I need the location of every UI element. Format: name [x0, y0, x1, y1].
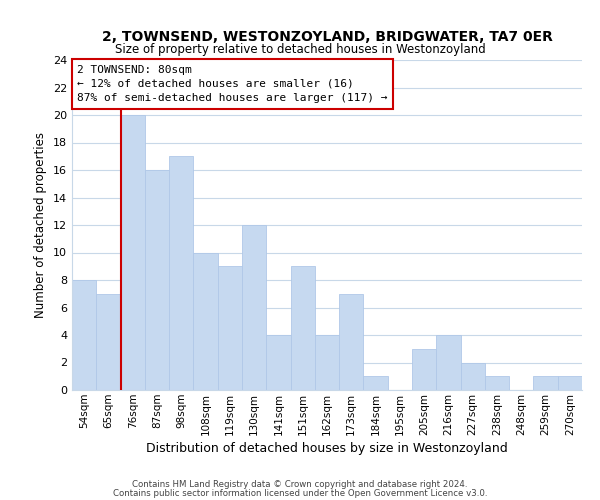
Bar: [266, 335, 290, 390]
Bar: [412, 349, 436, 390]
Bar: [533, 376, 558, 390]
Bar: [121, 115, 145, 390]
Bar: [315, 335, 339, 390]
Text: Size of property relative to detached houses in Westonzoyland: Size of property relative to detached ho…: [115, 42, 485, 56]
Bar: [290, 266, 315, 390]
Text: Contains HM Land Registry data © Crown copyright and database right 2024.: Contains HM Land Registry data © Crown c…: [132, 480, 468, 489]
Bar: [339, 294, 364, 390]
Bar: [461, 362, 485, 390]
Bar: [169, 156, 193, 390]
Text: Contains public sector information licensed under the Open Government Licence v3: Contains public sector information licen…: [113, 489, 487, 498]
Text: 2 TOWNSEND: 80sqm
← 12% of detached houses are smaller (16)
87% of semi-detached: 2 TOWNSEND: 80sqm ← 12% of detached hous…: [77, 65, 388, 103]
Bar: [242, 225, 266, 390]
Bar: [193, 252, 218, 390]
Bar: [558, 376, 582, 390]
Bar: [218, 266, 242, 390]
Bar: [364, 376, 388, 390]
Bar: [145, 170, 169, 390]
Bar: [436, 335, 461, 390]
X-axis label: Distribution of detached houses by size in Westonzoyland: Distribution of detached houses by size …: [146, 442, 508, 455]
Title: 2, TOWNSEND, WESTONZOYLAND, BRIDGWATER, TA7 0ER: 2, TOWNSEND, WESTONZOYLAND, BRIDGWATER, …: [101, 30, 553, 44]
Bar: [72, 280, 96, 390]
Bar: [96, 294, 121, 390]
Bar: [485, 376, 509, 390]
Y-axis label: Number of detached properties: Number of detached properties: [34, 132, 47, 318]
